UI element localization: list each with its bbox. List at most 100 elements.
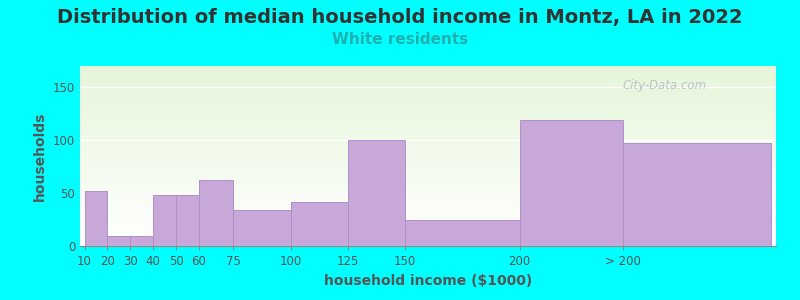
Bar	[80, 161, 776, 162]
Bar	[80, 104, 776, 105]
Bar	[80, 140, 776, 141]
Bar	[80, 229, 776, 230]
Bar	[80, 146, 776, 147]
Bar	[80, 106, 776, 107]
Bar	[80, 196, 776, 197]
Bar	[80, 171, 776, 172]
Bar	[80, 94, 776, 95]
Bar	[80, 211, 776, 212]
Bar	[80, 157, 776, 158]
Bar	[80, 121, 776, 122]
Bar	[80, 126, 776, 127]
Bar	[80, 119, 776, 120]
Bar	[80, 124, 776, 125]
Bar	[80, 86, 776, 87]
Bar	[80, 165, 776, 166]
Bar	[80, 69, 776, 70]
Bar	[80, 179, 776, 180]
Bar	[80, 138, 776, 139]
Bar	[80, 89, 776, 90]
Bar	[80, 91, 776, 92]
Bar	[348, 140, 405, 246]
Bar	[80, 133, 776, 134]
Bar	[80, 160, 776, 161]
Bar	[80, 182, 776, 183]
Bar	[80, 135, 776, 136]
Bar	[80, 72, 776, 73]
Bar	[80, 118, 776, 119]
Bar	[80, 114, 776, 115]
Bar	[80, 90, 776, 91]
Bar	[80, 237, 776, 238]
Bar	[80, 103, 776, 104]
Bar	[80, 194, 776, 195]
Bar	[80, 134, 776, 135]
Bar	[80, 225, 776, 226]
Bar	[80, 99, 776, 100]
Bar	[80, 70, 776, 71]
Bar	[80, 227, 776, 228]
Bar	[80, 131, 776, 132]
Bar	[80, 180, 776, 181]
Bar	[80, 148, 776, 149]
Bar	[80, 219, 776, 220]
Bar	[80, 214, 776, 215]
Bar	[80, 186, 776, 187]
Bar	[80, 163, 776, 164]
Bar	[80, 216, 776, 217]
Bar	[80, 73, 776, 74]
Bar	[80, 164, 776, 165]
Bar	[80, 168, 776, 169]
Bar	[80, 170, 776, 171]
Bar	[80, 77, 776, 78]
Bar	[405, 220, 519, 246]
Bar	[80, 155, 776, 156]
Bar	[80, 85, 776, 86]
Bar	[80, 112, 776, 113]
Bar	[176, 195, 199, 246]
Bar	[80, 192, 776, 193]
Bar	[80, 187, 776, 188]
Bar	[80, 190, 776, 191]
Bar	[80, 111, 776, 112]
Bar	[80, 76, 776, 77]
Bar	[80, 191, 776, 192]
Bar	[80, 200, 776, 201]
Bar	[80, 217, 776, 218]
Bar	[80, 209, 776, 210]
Bar	[80, 166, 776, 167]
Bar	[80, 174, 776, 175]
Bar	[80, 97, 776, 98]
Bar	[80, 215, 776, 216]
Bar	[80, 147, 776, 148]
Bar	[80, 245, 776, 246]
Bar	[80, 66, 776, 67]
Bar	[80, 139, 776, 140]
Bar	[80, 136, 776, 137]
Bar	[80, 202, 776, 203]
Bar	[80, 218, 776, 219]
Bar	[80, 224, 776, 225]
Bar	[130, 236, 154, 246]
Bar	[80, 197, 776, 198]
Bar	[80, 169, 776, 170]
Bar	[80, 208, 776, 209]
Bar	[80, 213, 776, 214]
Bar	[80, 117, 776, 118]
Bar	[80, 98, 776, 99]
Bar	[80, 235, 776, 236]
Bar	[80, 149, 776, 150]
Bar	[80, 68, 776, 69]
Bar	[80, 236, 776, 237]
Bar	[80, 240, 776, 241]
Bar	[80, 87, 776, 88]
Bar	[80, 241, 776, 242]
Bar	[80, 116, 776, 117]
Bar	[80, 75, 776, 76]
Bar	[80, 129, 776, 130]
Bar	[80, 145, 776, 146]
Bar	[80, 128, 776, 129]
Text: City-Data.com: City-Data.com	[623, 79, 707, 92]
Bar	[80, 74, 776, 75]
Bar	[80, 167, 776, 168]
